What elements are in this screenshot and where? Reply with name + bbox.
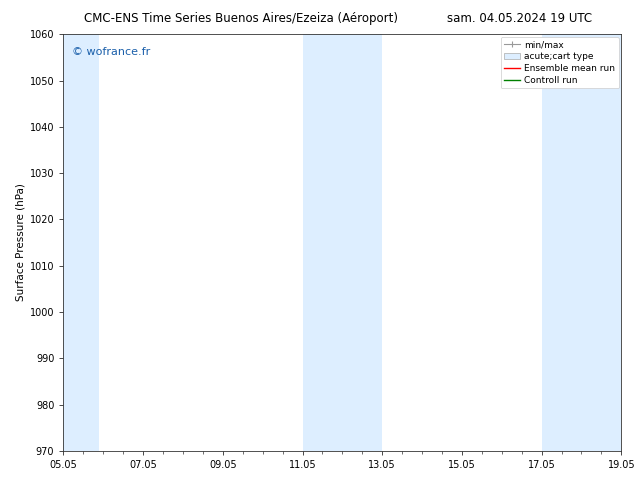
Bar: [302, 34, 382, 451]
Legend: min/max, acute;cart type, Ensemble mean run, Controll run: min/max, acute;cart type, Ensemble mean …: [500, 37, 619, 88]
Y-axis label: Surface Pressure (hPa): Surface Pressure (hPa): [16, 184, 25, 301]
Text: © wofrance.fr: © wofrance.fr: [72, 47, 150, 57]
Text: CMC-ENS Time Series Buenos Aires/Ezeiza (Aéroport): CMC-ENS Time Series Buenos Aires/Ezeiza …: [84, 12, 398, 25]
Bar: [63, 34, 100, 451]
Bar: [541, 34, 621, 451]
Text: sam. 04.05.2024 19 UTC: sam. 04.05.2024 19 UTC: [448, 12, 592, 25]
